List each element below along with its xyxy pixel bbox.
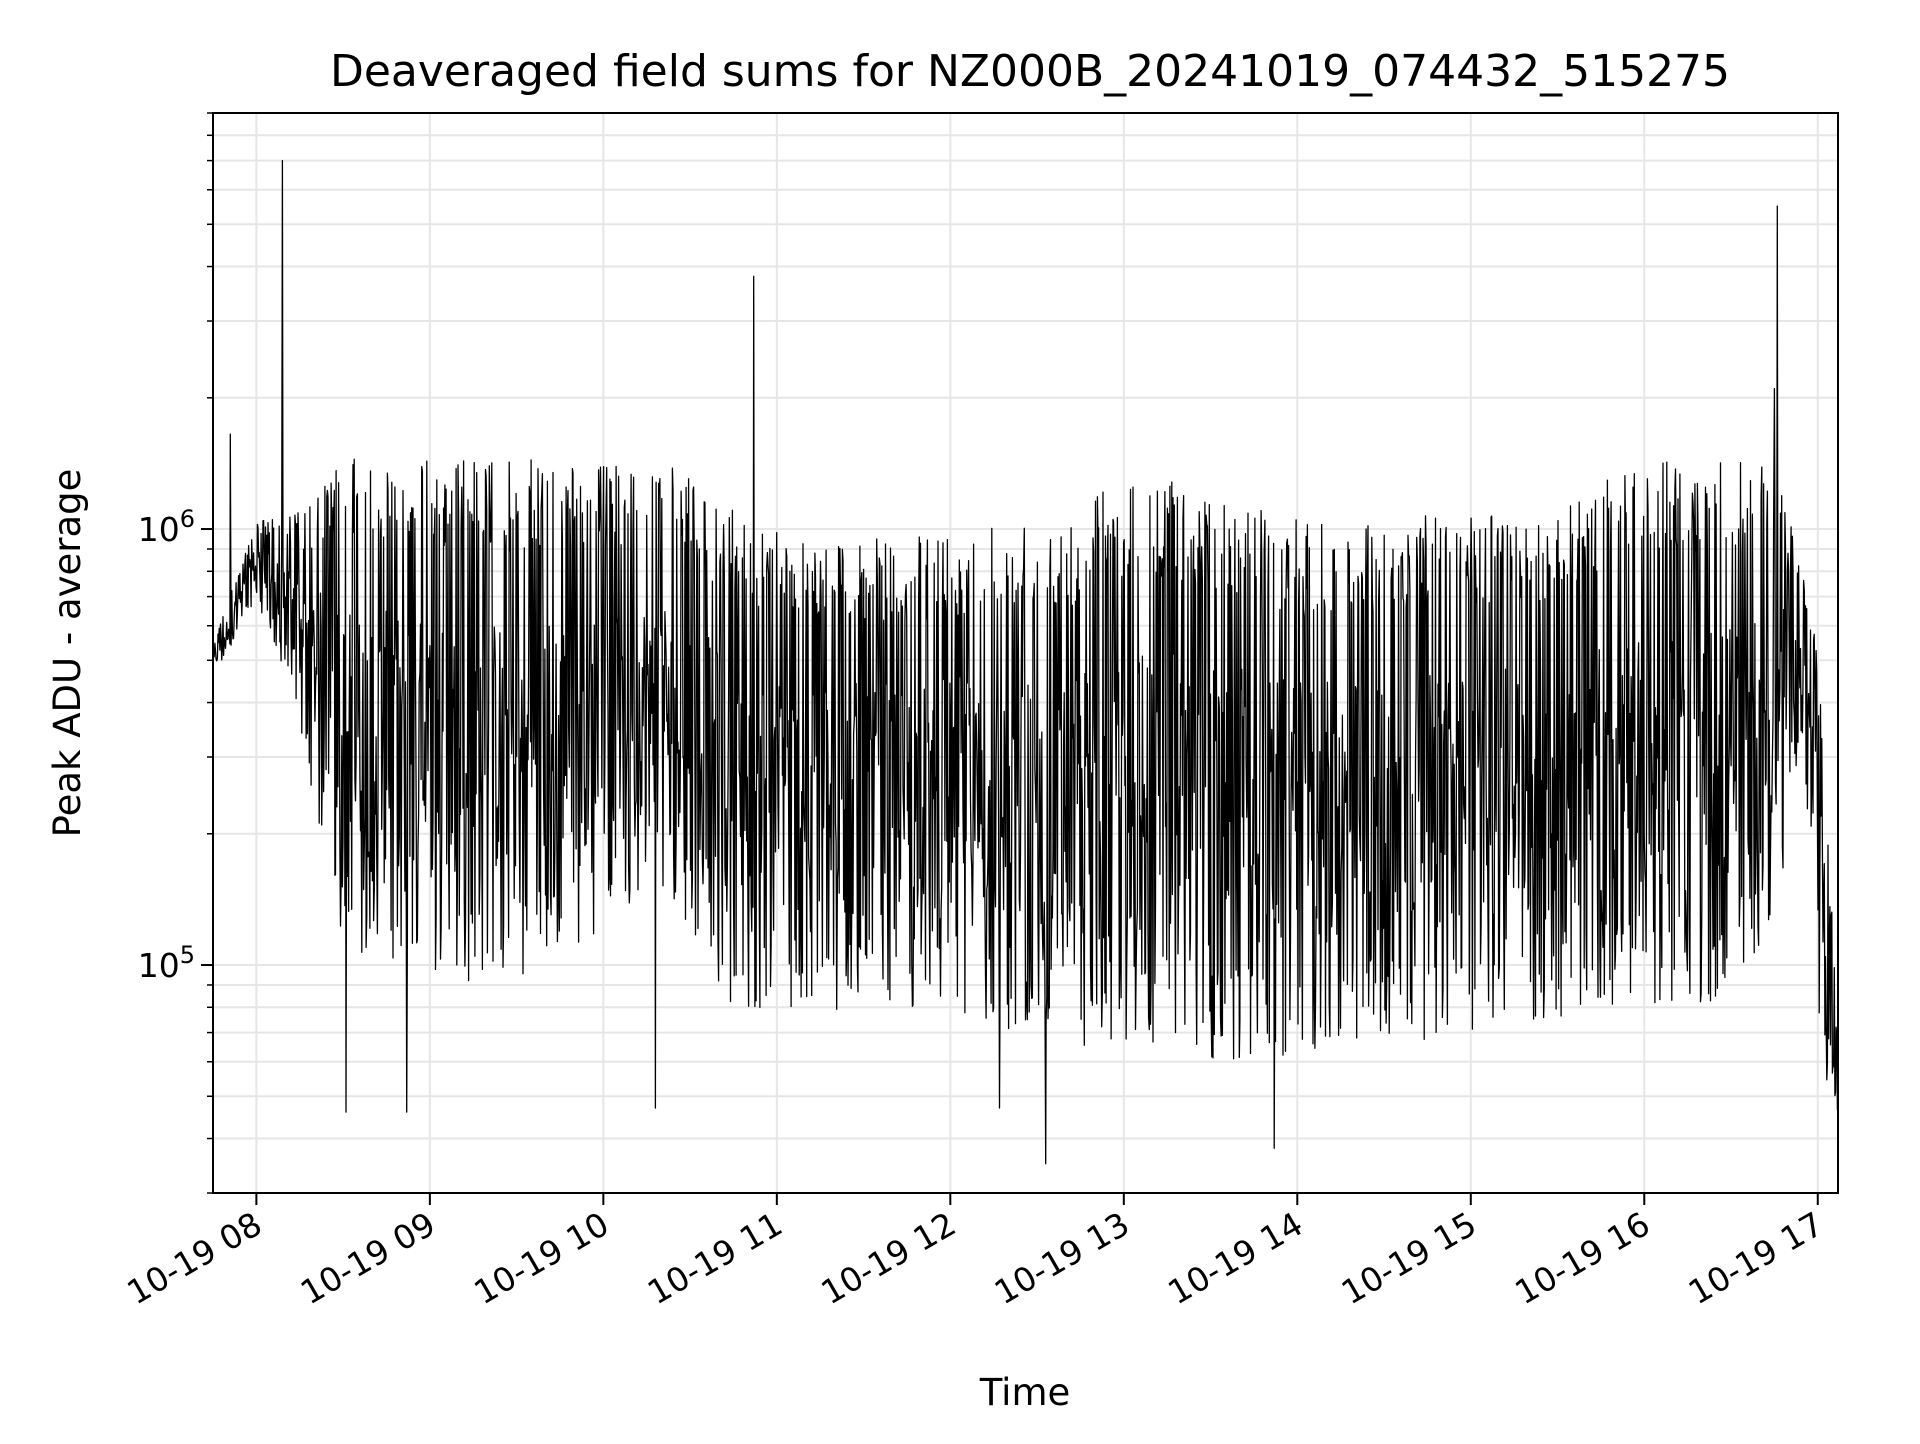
y-axis-label: Peak ADU - average — [46, 469, 89, 838]
x-axis-label: Time — [979, 1371, 1071, 1414]
y-axis-ticks: 105 106 — [138, 112, 213, 1194]
plot-frame — [212, 112, 1839, 1194]
series-line — [212, 159, 1839, 1165]
series-layer — [212, 159, 1839, 1165]
chart-title: Deaveraged field sums for NZ000B_2024101… — [330, 46, 1730, 97]
y-tick-label: 105 — [138, 941, 195, 985]
y-tick-label: 106 — [138, 505, 195, 549]
